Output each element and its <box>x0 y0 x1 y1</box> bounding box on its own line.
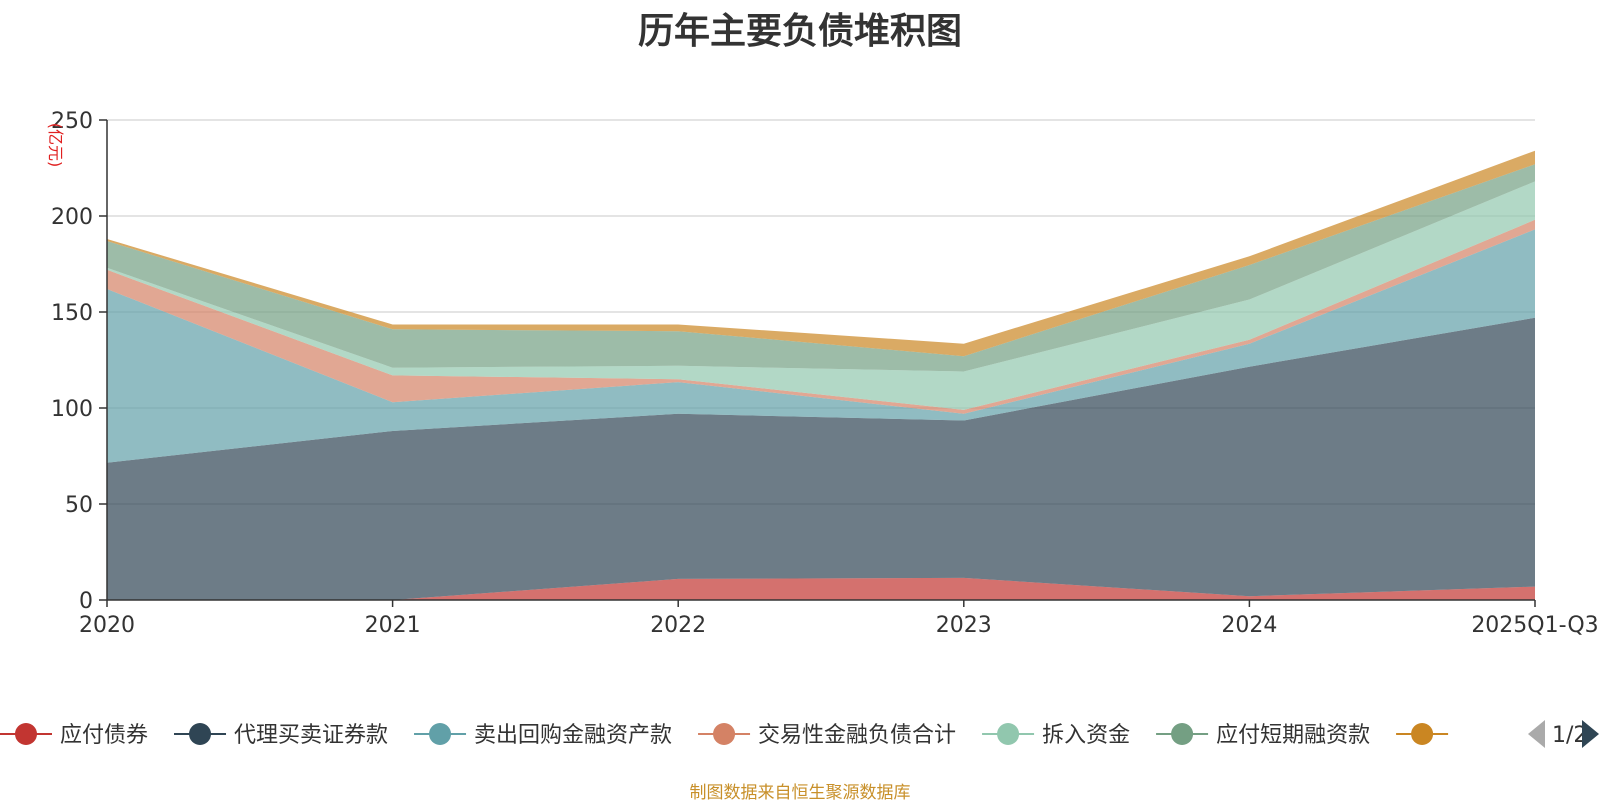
legend-label: 交易性金融负债合计 <box>758 723 956 748</box>
chart-title: 历年主要负债堆积图 <box>637 11 962 52</box>
y-tick-label: 150 <box>51 301 93 326</box>
legend-marker-icon <box>15 723 37 745</box>
y-axis-unit-label: (亿元) <box>46 123 65 168</box>
legend-next-page-icon[interactable] <box>1582 720 1599 748</box>
area-series-3[interactable] <box>107 229 1535 463</box>
legend-marker-icon <box>189 723 212 745</box>
x-tick-label: 2022 <box>650 613 706 638</box>
legend-marker-icon <box>429 723 452 745</box>
y-tick-label: 250 <box>51 109 93 134</box>
area-series-5[interactable] <box>107 181 1535 410</box>
legend-page-indicator: 1/2 <box>1552 723 1587 748</box>
legend-marker-icon <box>1171 723 1194 745</box>
area-series-layer <box>107 150 1535 600</box>
legend-label: 应付债券 <box>60 723 148 748</box>
legend-item-5[interactable]: 拆入资金 <box>982 723 1130 748</box>
x-tick-label: 2024 <box>1221 613 1277 638</box>
legend-label: 应付短期融资款 <box>1216 723 1370 748</box>
legend-item-7[interactable] <box>1396 723 1449 745</box>
area-series-6[interactable] <box>107 164 1535 372</box>
legend-label: 代理买卖证券款 <box>234 723 388 748</box>
legend: 应付债券 代理买卖证券款 卖出回购金融资产款 交易性金融负债合计 拆入资金 应付短期融资款… <box>0 720 1599 748</box>
legend-item-2[interactable]: 代理买卖证券款 <box>174 723 388 748</box>
y-tick-label: 200 <box>51 205 93 230</box>
area-series-1[interactable] <box>107 577 1535 600</box>
legend-item-4[interactable]: 交易性金融负债合计 <box>698 723 956 748</box>
legend-item-1[interactable]: 应付债券 <box>0 723 148 748</box>
legend-label: 拆入资金 <box>1042 723 1130 748</box>
legend-prev-page-icon[interactable] <box>1528 720 1545 748</box>
y-tick-label: 50 <box>65 493 93 518</box>
y-tick-label: 100 <box>51 397 93 422</box>
legend-marker-icon <box>997 723 1020 745</box>
x-tick-label: 2020 <box>79 613 135 638</box>
x-tick-label: 2025Q1-Q3 <box>1471 613 1598 638</box>
legend-pager: 1/2 <box>1528 720 1599 748</box>
data-source-note: 制图数据来自恒生聚源数据库 <box>689 783 911 803</box>
legend-label: 卖出回购金融资产款 <box>474 723 672 748</box>
legend-marker-icon <box>713 723 736 745</box>
legend-item-6[interactable]: 应付短期融资款 <box>1156 723 1370 748</box>
axes: 0 50 100 150 200 250 2020 2021 2022 2023 2024 2025Q… <box>51 109 1599 638</box>
x-tick-label: 2023 <box>936 613 992 638</box>
y-tick-label: 0 <box>79 589 93 614</box>
area-series-2[interactable] <box>107 317 1535 600</box>
legend-marker-icon <box>1411 723 1434 745</box>
x-tick-label: 2021 <box>365 613 421 638</box>
legend-item-3[interactable]: 卖出回购金融资产款 <box>414 723 672 748</box>
